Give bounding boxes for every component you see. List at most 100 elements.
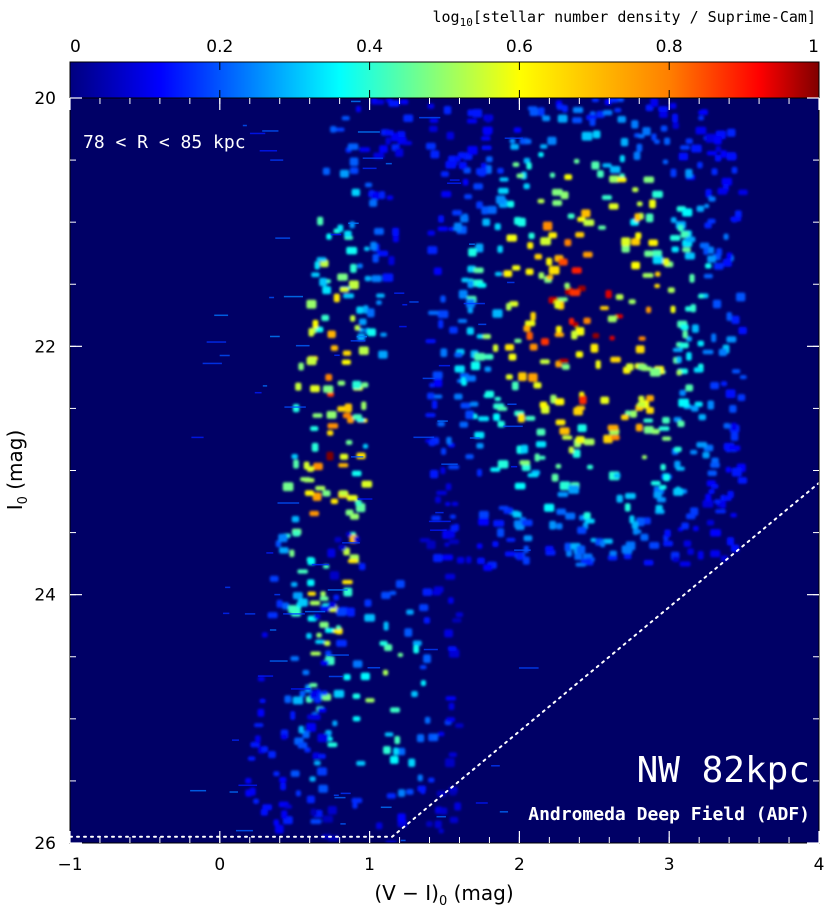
density-streak bbox=[262, 130, 279, 132]
density-blob bbox=[559, 481, 571, 491]
density-blob bbox=[292, 696, 304, 705]
density-blob bbox=[691, 405, 699, 412]
density-blob bbox=[417, 774, 423, 782]
density-blob bbox=[705, 263, 712, 269]
density-blob bbox=[736, 292, 746, 302]
density-blob bbox=[476, 443, 484, 449]
density-blob bbox=[279, 776, 287, 783]
density-blob bbox=[433, 553, 443, 563]
density-blob bbox=[619, 173, 625, 179]
density-blob bbox=[276, 599, 283, 608]
density-blob bbox=[525, 268, 534, 275]
density-blob bbox=[386, 195, 394, 201]
density-blob bbox=[427, 230, 436, 236]
density-blob bbox=[306, 356, 317, 366]
density-blob bbox=[599, 305, 609, 311]
density-blob bbox=[384, 129, 394, 136]
density-blob bbox=[482, 126, 493, 135]
density-blob bbox=[395, 580, 405, 588]
density-streak bbox=[367, 666, 381, 669]
density-streak bbox=[269, 660, 288, 662]
density-blob bbox=[345, 440, 353, 445]
density-blob bbox=[281, 810, 288, 819]
density-streak bbox=[191, 436, 204, 439]
density-blob bbox=[310, 426, 319, 431]
density-blob bbox=[738, 326, 747, 335]
density-blob bbox=[600, 396, 610, 405]
density-blob bbox=[338, 544, 346, 551]
density-blob bbox=[401, 141, 413, 146]
density-blob bbox=[253, 798, 259, 804]
density-blob bbox=[679, 342, 689, 349]
density-blob bbox=[676, 369, 682, 376]
density-blob bbox=[454, 802, 462, 811]
density-blob bbox=[350, 513, 360, 520]
density-blob bbox=[652, 249, 663, 257]
density-blob bbox=[379, 191, 386, 199]
density-streak bbox=[350, 340, 366, 342]
radius-range-annotation: 78 < R < 85 kpc bbox=[83, 132, 246, 153]
density-blob bbox=[328, 601, 337, 609]
density-blob bbox=[670, 305, 676, 314]
density-blob bbox=[376, 822, 383, 830]
density-streak bbox=[330, 233, 342, 236]
density-streak bbox=[518, 667, 539, 669]
density-blob bbox=[676, 356, 682, 364]
density-blob bbox=[477, 557, 485, 565]
density-blob bbox=[583, 512, 591, 520]
density-blob bbox=[715, 509, 726, 514]
density-blob bbox=[389, 590, 397, 596]
density-blob bbox=[274, 824, 284, 834]
density-blob bbox=[592, 333, 600, 339]
density-blob bbox=[448, 752, 457, 758]
density-streak bbox=[409, 301, 419, 303]
density-blob bbox=[678, 398, 690, 408]
density-blob bbox=[710, 550, 721, 558]
density-blob bbox=[310, 808, 317, 816]
density-blob bbox=[339, 453, 349, 460]
density-blob bbox=[686, 352, 692, 361]
density-blob bbox=[397, 747, 406, 756]
density-blob bbox=[672, 122, 679, 130]
density-blob bbox=[317, 733, 329, 743]
density-blob bbox=[474, 431, 485, 439]
density-blob bbox=[524, 320, 536, 327]
density-blob bbox=[476, 201, 483, 209]
density-blob bbox=[317, 767, 327, 776]
density-blob bbox=[310, 689, 318, 698]
density-blob bbox=[284, 695, 292, 704]
density-blob bbox=[454, 155, 461, 162]
colorbar-tick-label: 0.4 bbox=[356, 37, 383, 57]
density-blob bbox=[624, 410, 631, 416]
density-blob bbox=[347, 559, 358, 564]
density-blob bbox=[526, 162, 532, 170]
density-blob bbox=[589, 111, 596, 116]
y-tick-label: 22 bbox=[34, 337, 56, 357]
density-blob bbox=[422, 588, 433, 596]
density-blob bbox=[680, 145, 690, 150]
density-blob bbox=[572, 106, 584, 114]
density-blob bbox=[420, 680, 426, 687]
density-blob bbox=[661, 436, 672, 441]
density-blob bbox=[349, 221, 355, 229]
density-blob bbox=[268, 751, 276, 759]
density-blob bbox=[494, 271, 503, 277]
density-blob bbox=[568, 446, 574, 454]
density-streak bbox=[334, 354, 340, 357]
density-blob bbox=[423, 617, 430, 624]
density-blob bbox=[332, 720, 338, 727]
density-blob bbox=[478, 517, 489, 526]
density-streak bbox=[357, 131, 380, 133]
density-blob bbox=[470, 361, 481, 371]
density-blob bbox=[361, 382, 369, 388]
density-blob bbox=[247, 756, 256, 761]
density-blob bbox=[300, 477, 311, 482]
density-blob bbox=[638, 395, 645, 402]
density-blob bbox=[522, 556, 530, 565]
density-blob bbox=[476, 168, 487, 175]
density-blob bbox=[351, 470, 362, 477]
density-blob bbox=[298, 362, 304, 371]
density-blob bbox=[428, 440, 436, 446]
density-blob bbox=[498, 187, 509, 194]
density-blob bbox=[673, 488, 684, 496]
